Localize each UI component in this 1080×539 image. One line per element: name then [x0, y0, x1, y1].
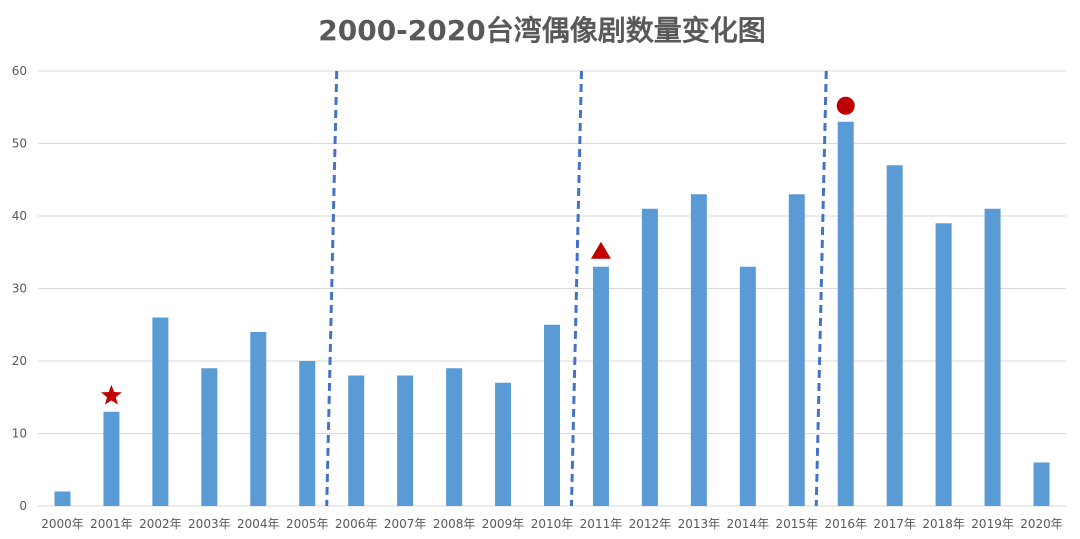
x-tick-label: 2009年	[482, 517, 525, 531]
bars	[54, 121, 1050, 506]
x-tick-label: 2013年	[678, 517, 721, 531]
bar	[592, 266, 609, 506]
x-tick-label: 2018年	[922, 517, 965, 531]
bar	[886, 165, 903, 506]
bar	[1033, 462, 1050, 506]
x-tick-label: 2005年	[286, 517, 329, 531]
star-marker	[100, 384, 122, 405]
x-tick-label: 2015年	[775, 517, 818, 531]
y-tick-label: 0	[19, 499, 27, 513]
x-tick-label: 2000年	[41, 517, 84, 531]
highlight-markers	[100, 96, 855, 405]
bar	[348, 375, 365, 506]
x-tick-label: 2007年	[384, 517, 427, 531]
x-tick-label: 2020年	[1020, 517, 1063, 531]
period-divider	[325, 70, 339, 507]
x-tick-label: 2006年	[335, 517, 378, 531]
x-tick-label: 2010年	[531, 517, 574, 531]
bar	[837, 121, 854, 506]
y-tick-label: 60	[12, 64, 27, 78]
y-tick-label: 20	[12, 354, 27, 368]
x-tick-label: 2001年	[90, 517, 133, 531]
x-tick-label: 2014年	[727, 517, 770, 531]
bar	[299, 361, 316, 506]
x-tick-label: 2004年	[237, 517, 280, 531]
bar	[935, 223, 952, 506]
bar	[54, 491, 71, 506]
y-tick-label: 30	[12, 282, 27, 296]
circle-marker	[836, 96, 855, 115]
x-tick-label: 2011年	[580, 517, 623, 531]
bar	[495, 382, 512, 506]
chart-title: 2000-2020台湾偶像剧数量变化图	[318, 14, 765, 47]
bar	[641, 208, 658, 506]
x-tick-label: 2016年	[824, 517, 867, 531]
x-tick-label: 2019年	[971, 517, 1014, 531]
period-divider	[569, 70, 583, 507]
x-tick-label: 2003年	[188, 517, 231, 531]
bar	[250, 332, 267, 506]
y-tick-label: 10	[12, 427, 27, 441]
bar	[984, 208, 1001, 506]
y-axis-ticks: 0 10 20 30 40 50 60	[12, 64, 27, 513]
x-axis-ticks: 2000年 2001年 2002年 2003年 2004年 2005年 2006年 2007年…	[41, 517, 1063, 531]
y-tick-label: 40	[12, 209, 27, 223]
bar	[397, 375, 414, 506]
bar	[152, 317, 169, 506]
bar	[446, 368, 463, 506]
y-tick-label: 50	[12, 137, 27, 151]
period-divider	[814, 70, 828, 507]
x-tick-label: 2012年	[629, 517, 672, 531]
bar	[103, 411, 120, 506]
x-tick-label: 2002年	[139, 517, 182, 531]
triangle-marker	[590, 241, 611, 259]
x-tick-label: 2008年	[433, 517, 476, 531]
bar	[739, 266, 756, 506]
bar	[788, 194, 805, 506]
bar	[201, 368, 218, 506]
bar	[544, 324, 560, 506]
x-tick-label: 2017年	[873, 517, 916, 531]
period-dividers	[325, 70, 828, 507]
bar	[690, 194, 707, 506]
